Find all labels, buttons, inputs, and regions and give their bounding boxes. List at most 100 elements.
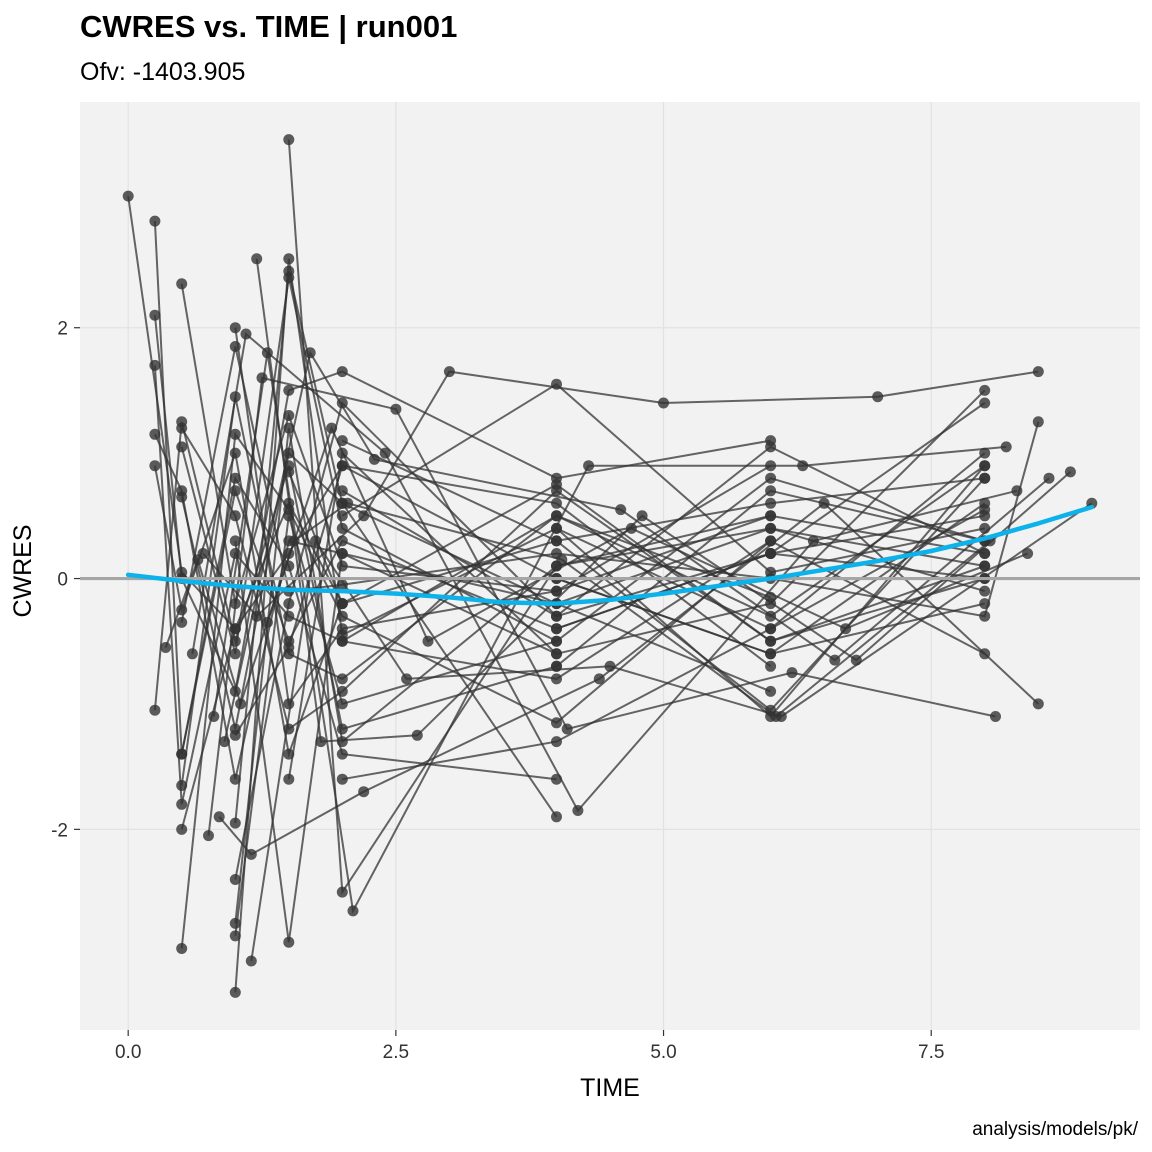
data-point-29-0: [336, 510, 348, 522]
data-point-39-4: [829, 654, 841, 666]
subject-line-38: [191, 332, 1018, 813]
data-point-27-1: [551, 535, 562, 547]
data-point-37-3: [583, 460, 595, 472]
data-point-18-4: [765, 510, 777, 522]
data-point-39-1: [304, 347, 316, 359]
data-point-4-0: [149, 428, 161, 440]
data-point-23-1: [283, 936, 295, 948]
data-point-9-0: [176, 943, 188, 954]
subject-line-40: [207, 376, 996, 836]
subject-line-42: [255, 258, 1072, 743]
data-point-26-1: [336, 598, 348, 610]
data-point-35-1: [765, 485, 777, 497]
data-point-23-2: [336, 548, 348, 559]
data-point-38-5: [1011, 485, 1023, 497]
data-point-36-2: [358, 510, 370, 522]
data-point-25-0: [283, 773, 295, 785]
data-point-27-3: [979, 472, 991, 484]
data-point-32-1: [765, 648, 777, 660]
data-point-42-3: [636, 510, 648, 522]
chart-caption: analysis/models/pk/: [972, 1119, 1139, 1140]
data-point-30-1: [551, 736, 562, 748]
data-point-44-0: [261, 616, 273, 628]
data-point-31-1: [551, 610, 562, 622]
data-point-13-0: [176, 491, 188, 503]
data-point-38-4: [807, 535, 819, 547]
subject-line-28: [342, 539, 986, 680]
data-point-6-2: [229, 635, 241, 647]
data-point-41-2: [358, 786, 370, 798]
data-point-39-3: [615, 504, 627, 516]
data-point-31-3: [979, 548, 991, 559]
data-point-18-2: [336, 736, 348, 748]
data-point-21-0: [229, 729, 241, 741]
data-point-28-2: [765, 535, 777, 547]
data-point-19-5: [979, 397, 991, 409]
data-point-11-4: [551, 510, 562, 522]
data-point-41-1: [245, 848, 257, 860]
data-point-41-5: [1032, 698, 1044, 710]
data-point-20-3: [551, 811, 562, 823]
data-point-38-2: [379, 447, 391, 459]
data-point-16-0: [229, 986, 241, 998]
data-point-44-2: [422, 635, 434, 647]
data-point-32-2: [979, 497, 991, 509]
data-point-19-0: [229, 874, 241, 885]
data-point-24-0: [283, 134, 295, 146]
data-point-18-0: [229, 917, 241, 929]
data-point-14-1: [229, 648, 241, 660]
data-point-2-4: [336, 366, 348, 378]
data-point-45-3: [288, 535, 300, 547]
data-point-16-1: [283, 253, 295, 265]
data-point-37-0: [208, 711, 220, 722]
data-point-36-3: [443, 366, 455, 378]
data-point-4-2: [229, 773, 241, 785]
data-point-21-3: [551, 497, 562, 509]
data-point-33-1: [765, 548, 777, 559]
data-point-15-1: [229, 341, 241, 352]
data-point-40-2: [390, 403, 402, 415]
data-point-19-1: [283, 598, 295, 610]
data-point-17-0: [229, 930, 241, 942]
data-point-43-3: [604, 660, 616, 672]
data-point-3-1: [176, 798, 188, 810]
subject-line-17: [234, 515, 557, 937]
data-point-8-0: [176, 422, 188, 434]
data-point-12-1: [229, 472, 241, 484]
data-point-37-4: [797, 460, 809, 472]
data-point-45-4: [342, 497, 354, 509]
data-point-44-4: [840, 623, 852, 635]
data-point-31-2: [765, 441, 777, 453]
data-point-24-4: [979, 560, 991, 572]
data-point-17-1: [283, 510, 295, 522]
data-point-23-5: [979, 585, 991, 597]
data-point-43-2: [401, 673, 413, 685]
data-point-41-3: [593, 673, 605, 685]
data-point-26-0: [283, 466, 295, 478]
data-point-37-2: [347, 905, 359, 917]
data-point-14-3: [336, 522, 348, 534]
data-point-39-2: [368, 453, 380, 465]
data-point-37-1: [261, 347, 273, 359]
data-point-5-6: [765, 497, 777, 509]
data-point-42-0: [251, 253, 263, 265]
y-axis-title: CWRES: [9, 524, 37, 617]
data-point-15-6: [979, 610, 991, 622]
data-point-30-3: [979, 447, 991, 459]
data-point-6-0: [149, 704, 161, 716]
subject-line-39: [223, 350, 1050, 742]
data-point-1-4: [336, 535, 348, 547]
data-point-21-1: [283, 642, 295, 653]
data-point-45-5: [556, 554, 568, 566]
data-point-7-2: [283, 410, 295, 421]
data-point-7-3: [336, 560, 348, 572]
chart-subtitle: Ofv: -1403.905: [80, 58, 245, 86]
data-point-3-2: [229, 548, 241, 559]
subject-line-27: [341, 439, 986, 712]
data-point-3-6: [765, 610, 777, 622]
data-point-10-6: [979, 598, 991, 610]
data-point-15-0: [176, 616, 188, 628]
x-tick-label-1: 2.5: [383, 1042, 409, 1063]
x-tick-label-0: 0.0: [115, 1042, 141, 1063]
data-point-25-1: [336, 447, 348, 459]
